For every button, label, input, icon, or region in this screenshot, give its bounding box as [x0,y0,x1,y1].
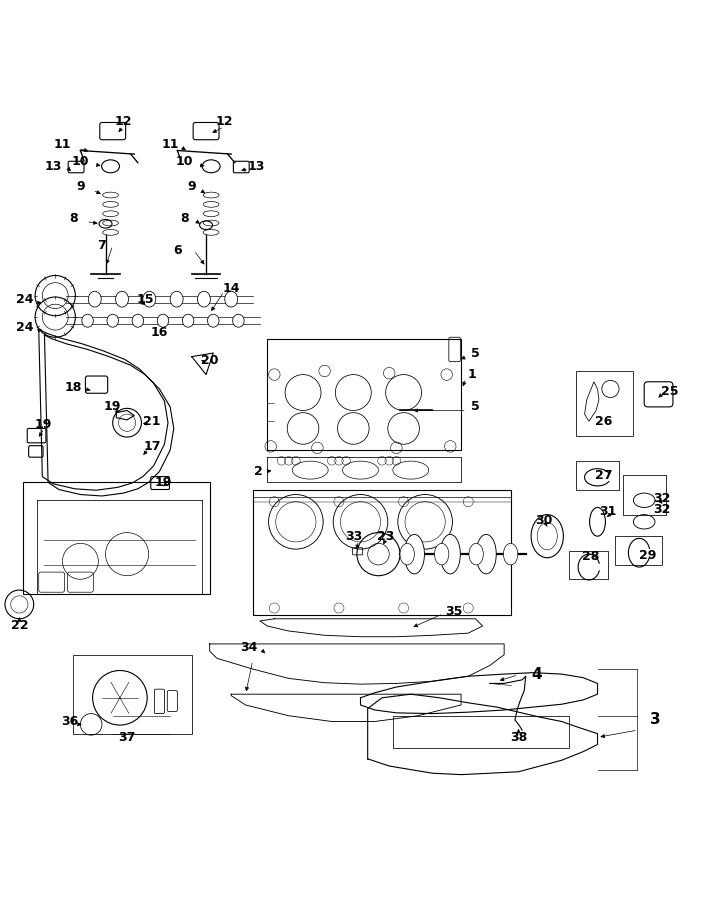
Text: 23: 23 [377,530,394,543]
Text: 12: 12 [115,114,132,128]
Ellipse shape [441,535,460,574]
Ellipse shape [115,292,128,307]
Ellipse shape [143,292,156,307]
Text: 7: 7 [97,238,106,252]
Text: 18: 18 [64,381,82,394]
Text: 12: 12 [216,114,233,128]
Text: 19: 19 [154,476,172,489]
Text: 10: 10 [176,156,193,168]
Text: 33: 33 [345,530,362,543]
Ellipse shape [107,314,118,328]
Text: 27: 27 [595,469,612,482]
Bar [616,536,662,565]
Text: 19: 19 [35,418,52,431]
Text: 10: 10 [71,156,89,168]
Text: 26: 26 [595,415,612,428]
Text: 37: 37 [118,731,136,743]
Ellipse shape [81,314,93,328]
Text: 13: 13 [248,160,265,173]
Bar [253,490,511,616]
Ellipse shape [132,314,143,328]
Ellipse shape [404,535,425,574]
Polygon shape [585,382,599,421]
Ellipse shape [157,314,169,328]
Ellipse shape [469,544,483,565]
Text: 8: 8 [69,212,78,224]
Ellipse shape [233,314,244,328]
Text: 28: 28 [582,550,599,562]
Bar [569,551,609,580]
Text: 38: 38 [510,731,527,743]
Text: 25: 25 [660,384,678,398]
Text: 19: 19 [104,400,121,413]
Text: 32: 32 [653,503,671,516]
Text: 11: 11 [162,139,179,151]
Text: 11: 11 [53,139,71,151]
Ellipse shape [182,314,194,328]
Text: 17: 17 [143,440,161,453]
Ellipse shape [503,544,518,565]
Ellipse shape [476,535,496,574]
Text: 14: 14 [223,282,240,295]
Text: 22: 22 [11,619,28,633]
Ellipse shape [435,544,449,565]
Bar [576,461,619,490]
Bar [576,371,634,436]
Text: 15: 15 [136,292,154,306]
Text: 5: 5 [471,400,479,413]
Text: 4: 4 [531,667,541,682]
Text: 3: 3 [650,712,660,727]
Text: 36: 36 [61,715,79,728]
Text: 34: 34 [241,641,258,654]
Text: 24: 24 [16,292,33,306]
Text: 13: 13 [45,160,62,173]
Ellipse shape [400,544,415,565]
Ellipse shape [198,292,211,307]
Ellipse shape [208,314,219,328]
Bar [623,475,665,515]
Text: 16: 16 [151,327,168,339]
Bar [23,482,210,594]
Text: 35: 35 [445,605,463,618]
Text: 5: 5 [471,346,479,359]
Text: 8: 8 [180,212,189,224]
Text: 31: 31 [600,505,617,518]
Ellipse shape [225,292,238,307]
Text: 24: 24 [16,321,33,335]
Text: 2: 2 [254,465,263,478]
Ellipse shape [170,292,183,307]
Text: 21: 21 [143,415,161,428]
Bar [267,338,461,450]
Ellipse shape [88,292,101,307]
Text: 20: 20 [201,354,218,366]
Text: 9: 9 [187,180,196,193]
Bar [74,654,192,733]
Text: 6: 6 [173,244,182,256]
Text: 9: 9 [76,180,84,193]
Text: 29: 29 [639,549,657,562]
Text: 1: 1 [467,368,476,381]
Text: 30: 30 [535,514,552,526]
Text: 32: 32 [653,491,671,505]
